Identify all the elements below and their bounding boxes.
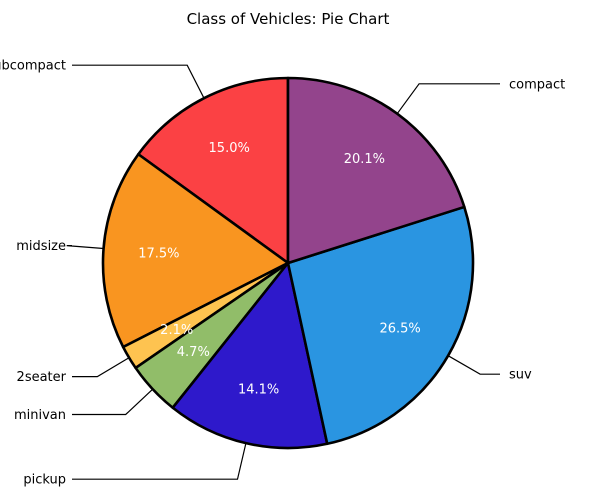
chart-title: Class of Vehicles: Pie Chart: [187, 10, 390, 28]
leader-line-minivan: [72, 388, 154, 416]
pie-slice-compact: [286, 76, 466, 265]
leader-line-compact: [396, 83, 500, 115]
pie-slices: [101, 76, 475, 450]
leader-lines: [66, 64, 500, 480]
percent-label-suv: 26.5%: [379, 321, 420, 336]
percent-label-subcompact: 15.0%: [209, 141, 250, 156]
category-label-suv: suv: [509, 368, 532, 383]
category-label-subcompact: subcompact: [0, 59, 66, 74]
category-label-minivan: minivan: [14, 408, 66, 423]
percent-label-compact: 20.1%: [344, 152, 385, 167]
percent-label-minivan: 4.7%: [177, 345, 210, 360]
leader-line-suv: [447, 355, 500, 375]
leader-line-2seater: [72, 357, 130, 378]
percent-label-midsize: 17.5%: [138, 246, 179, 261]
leader-line-pickup: [72, 443, 247, 480]
leader-line-subcompact: [72, 64, 205, 99]
category-label-pickup: pickup: [23, 473, 66, 488]
pie-slice-suv: [286, 205, 475, 446]
category-labels: subcompact midsize 2seater minivan pickup suv…: [0, 59, 565, 488]
pie-slice-pickup: [171, 261, 329, 450]
category-label-compact: compact: [509, 77, 565, 92]
percent-label-2seater: 2.1%: [160, 323, 193, 338]
category-label-midsize: midsize: [16, 239, 66, 254]
percent-labels: 15.0% 17.5% 2.1% 4.7% 14.1% 26.5% 20.1%: [138, 141, 421, 398]
leader-line-midsize: [66, 245, 104, 250]
category-label-2seater: 2seater: [17, 370, 67, 385]
percent-label-pickup: 14.1%: [238, 383, 279, 398]
